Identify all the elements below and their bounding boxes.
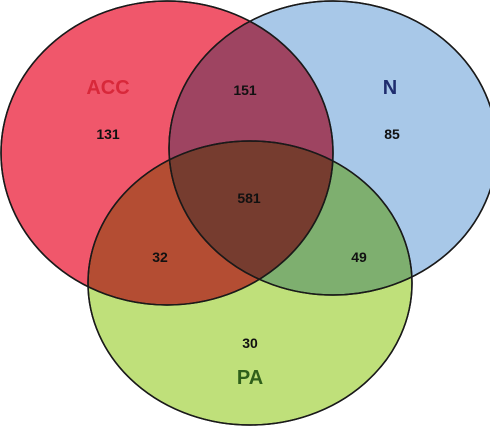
all-sets-count: 581 [237,190,261,206]
pa-outline [87,140,413,426]
pa-only-count: 30 [242,335,258,351]
n-pa-count: 49 [351,249,367,265]
region-counts: 131 151 85 581 32 49 30 [96,82,400,351]
acc-only-count: 131 [96,126,120,142]
acc-pa-count: 32 [152,249,168,265]
n-only-count: 85 [384,126,400,142]
acc-set-label: ACC [86,77,129,99]
n-set-label: N [383,77,397,99]
acc-outline [0,0,334,306]
n-outline [168,0,490,296]
pa-set-label: PA [237,367,263,389]
set-labels: ACC N PA [86,77,397,389]
acc-n-count: 151 [233,82,257,98]
